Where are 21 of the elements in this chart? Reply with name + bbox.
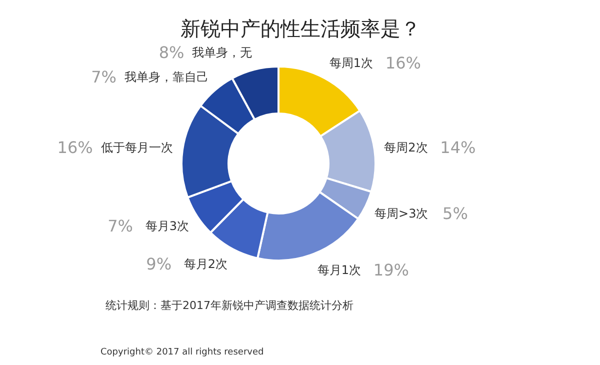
data-label: 19%: [373, 260, 409, 280]
data-label: 16%: [57, 138, 93, 158]
slice-label: 我单身，靠自己: [124, 70, 209, 84]
data-label: 8%: [158, 43, 184, 62]
slice-label: 每周>3次: [374, 206, 428, 220]
slice-label: 每周1次: [329, 56, 374, 70]
text: 统计规则：基于2017年新锐中产调查数据统计分析: [106, 299, 354, 312]
data-label: 14%: [440, 138, 476, 158]
text: Copyright© 2017 all rights reserved: [100, 348, 264, 358]
slice-label: 我单身，无: [192, 46, 252, 60]
slice-label: 每月2次: [184, 257, 228, 272]
slice-label: 低于每月一次: [100, 140, 173, 155]
chart-title: 新锐中产的性生活频率是？: [180, 16, 420, 40]
slice-label: 每月3次: [145, 218, 189, 233]
data-label: 9%: [146, 254, 172, 274]
data-label: 7%: [108, 216, 133, 236]
data-label: 16%: [385, 53, 421, 72]
slice-label: 每周2次: [384, 140, 428, 155]
data-label: 7%: [91, 68, 117, 87]
data-label: 5%: [442, 204, 468, 223]
slice-label: 每月1次: [317, 263, 362, 278]
